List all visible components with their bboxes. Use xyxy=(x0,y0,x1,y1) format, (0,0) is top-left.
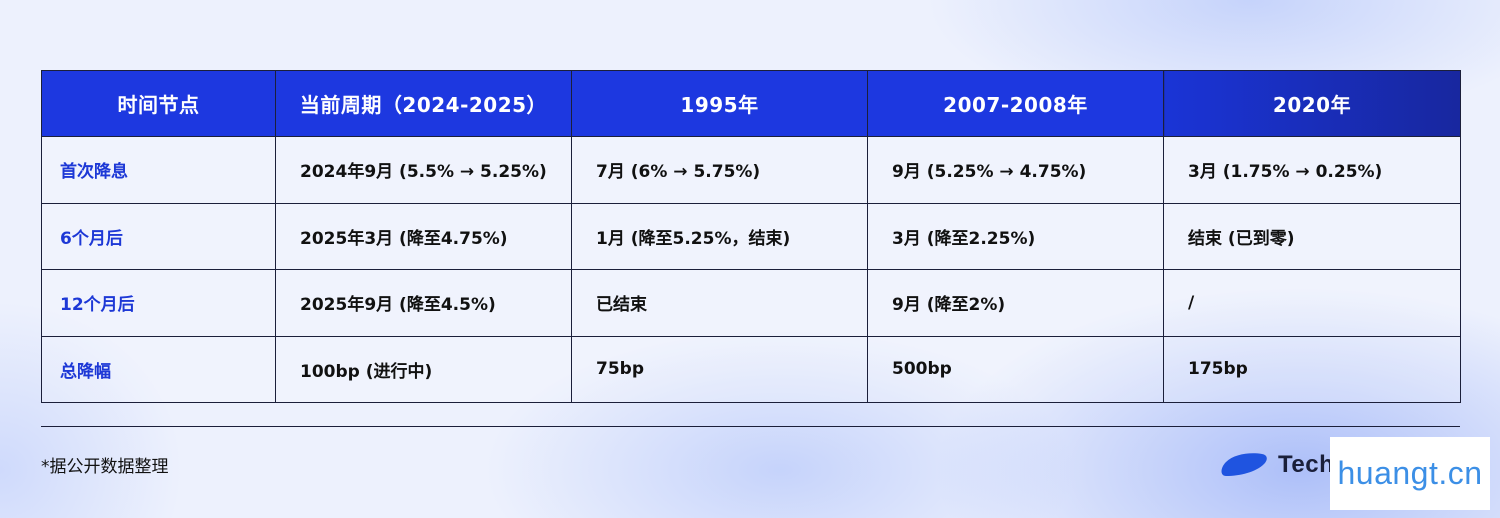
header-2020: 2020年 xyxy=(1163,70,1461,137)
table-cell: / xyxy=(1163,269,1461,337)
table-cell: 2025年9月 (降至4.5%) xyxy=(275,269,572,337)
table-cell: 7月 (6% → 5.75%) xyxy=(571,136,868,204)
source-footnote: *据公开数据整理 xyxy=(41,457,169,477)
comparison-table: 时间节点 当前周期（2024-2025） 1995年 2007-2008年 20… xyxy=(41,70,1461,403)
table-row: 6个月后 2025年3月 (降至4.75%) 1月 (降至5.25%，结束) 3… xyxy=(41,202,1461,270)
table-cell: 1月 (降至5.25%，结束) xyxy=(571,202,868,270)
brand: Tech xyxy=(1220,448,1334,482)
table-cell: 结束 (已到零) xyxy=(1163,202,1461,270)
table-cell: 3月 (降至2.25%) xyxy=(867,202,1164,270)
table-cell: 3月 (1.75% → 0.25%) xyxy=(1163,136,1461,204)
blue-blob-logo-icon xyxy=(1221,453,1267,476)
table-cell: 2024年9月 (5.5% → 5.25%) xyxy=(275,136,572,204)
table-cell: 100bp (进行中) xyxy=(275,335,572,403)
table-cell: 已结束 xyxy=(571,269,868,337)
watermark-text: huangt.cn xyxy=(1337,455,1483,491)
table-row: 首次降息 2024年9月 (5.5% → 5.25%) 7月 (6% → 5.7… xyxy=(41,136,1461,204)
header-time-node: 时间节点 xyxy=(41,70,276,137)
header-2007-2008: 2007-2008年 xyxy=(867,70,1164,137)
watermark: huangt.cn xyxy=(1330,437,1490,510)
row-label: 6个月后 xyxy=(41,202,276,270)
table-cell: 500bp xyxy=(867,335,1164,403)
row-label: 12个月后 xyxy=(41,269,276,337)
row-label: 首次降息 xyxy=(41,136,276,204)
header-1995: 1995年 xyxy=(571,70,868,137)
brand-name: Tech xyxy=(1278,451,1335,478)
header-current-cycle: 当前周期（2024-2025） xyxy=(275,70,572,137)
table-cell: 2025年3月 (降至4.75%) xyxy=(275,202,572,270)
table-row: 12个月后 2025年9月 (降至4.5%) 已结束 9月 (降至2%) / xyxy=(41,269,1461,337)
table-header-row: 时间节点 当前周期（2024-2025） 1995年 2007-2008年 20… xyxy=(41,70,1461,137)
table-cell: 175bp xyxy=(1163,335,1461,403)
table-cell: 9月 (5.25% → 4.75%) xyxy=(867,136,1164,204)
table-cell: 75bp xyxy=(571,335,868,403)
footer-divider xyxy=(41,426,1460,427)
table-cell: 9月 (降至2%) xyxy=(867,269,1164,337)
table-row: 总降幅 100bp (进行中) 75bp 500bp 175bp xyxy=(41,335,1461,403)
row-label: 总降幅 xyxy=(41,335,276,403)
